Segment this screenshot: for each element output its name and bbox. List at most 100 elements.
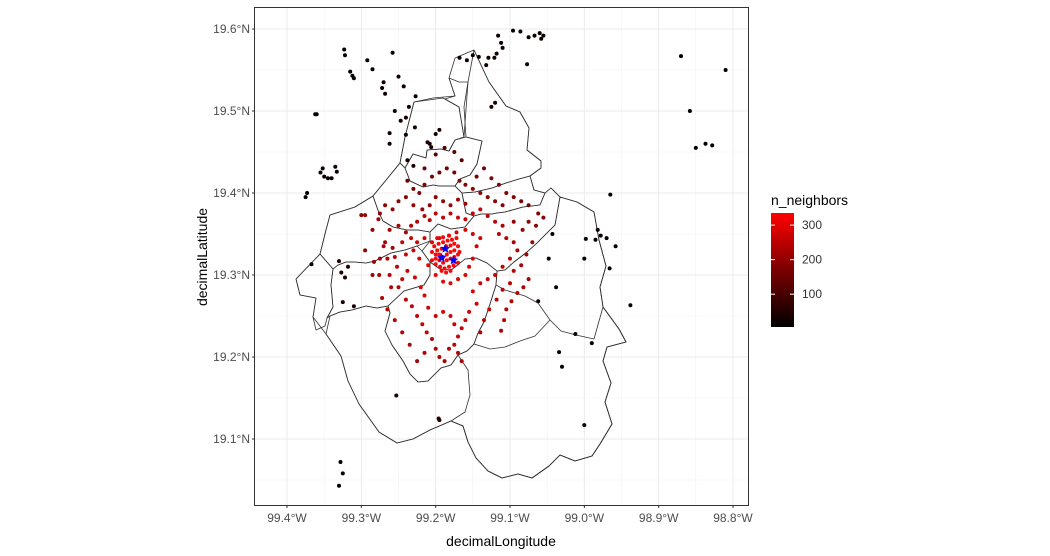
data-point <box>314 112 319 117</box>
y-tick-label: 19.1°N <box>213 432 250 446</box>
data-point <box>441 240 446 245</box>
data-point <box>406 104 411 109</box>
data-point <box>405 158 410 163</box>
data-point <box>448 211 453 216</box>
data-point <box>415 359 420 364</box>
data-point <box>486 55 491 60</box>
data-point <box>411 163 416 168</box>
data-point <box>608 192 613 197</box>
x-axis-ticks: 99.4°W 99.3°W 99.2°W 99.1°W 99.0°W 98.9°W 98.8… <box>267 505 753 525</box>
data-point <box>432 244 437 249</box>
data-point <box>508 281 512 286</box>
data-point <box>492 55 497 60</box>
y-tick-label: 19.5°N <box>213 104 250 118</box>
data-point <box>500 223 505 228</box>
data-point <box>504 191 509 195</box>
data-point <box>532 33 537 38</box>
data-point <box>448 250 453 254</box>
data-point <box>390 207 395 212</box>
data-point <box>459 158 464 163</box>
data-point <box>442 266 447 271</box>
data-point <box>494 51 499 56</box>
data-point <box>433 211 438 216</box>
data-point <box>463 217 468 222</box>
data-point <box>515 248 520 253</box>
y-axis-title: decimalLatitude <box>194 208 210 306</box>
data-point <box>337 259 341 264</box>
data-point <box>407 342 412 347</box>
data-point <box>478 207 483 212</box>
data-point <box>427 141 432 146</box>
data-point <box>489 176 494 181</box>
data-point <box>459 326 464 331</box>
data-point <box>493 219 498 224</box>
data-point <box>412 125 417 130</box>
data-point <box>383 240 388 245</box>
data-point <box>333 164 338 169</box>
data-point <box>723 68 728 72</box>
data-point <box>420 207 425 212</box>
data-point <box>435 248 440 253</box>
data-point <box>444 252 449 257</box>
data-point <box>387 131 392 136</box>
data-point <box>710 143 715 148</box>
data-point <box>370 273 375 277</box>
data-point <box>422 350 427 355</box>
data-point <box>470 232 475 236</box>
data-point <box>511 219 516 224</box>
data-point <box>447 233 451 238</box>
data-point <box>463 182 468 187</box>
data-point <box>433 195 438 200</box>
plot-panel <box>254 7 749 506</box>
data-point <box>377 211 382 216</box>
data-point <box>403 115 408 120</box>
data-point <box>499 328 504 333</box>
data-point <box>392 255 397 259</box>
data-point <box>422 182 427 187</box>
data-point <box>409 236 414 241</box>
data-point <box>478 191 483 195</box>
data-point <box>363 248 368 253</box>
data-point <box>476 54 481 59</box>
data-point <box>457 55 462 60</box>
data-point <box>395 264 399 269</box>
data-point <box>385 307 390 312</box>
data-point <box>487 307 492 312</box>
data-point <box>511 195 516 200</box>
data-point <box>309 262 314 267</box>
data-point <box>424 330 429 335</box>
data-point <box>400 240 405 245</box>
data-point <box>496 232 501 236</box>
data-point <box>444 258 449 263</box>
data-point <box>456 277 460 282</box>
data-point <box>444 166 449 171</box>
data-point <box>433 346 438 351</box>
data-point <box>607 266 612 271</box>
data-point <box>464 58 469 63</box>
data-point <box>485 214 490 218</box>
data-point <box>412 275 417 280</box>
data-point <box>430 258 434 263</box>
data-point <box>430 174 434 179</box>
data-point <box>502 318 507 323</box>
data-point <box>482 318 486 323</box>
data-point <box>537 31 542 36</box>
data-point <box>392 318 397 323</box>
district-boundary <box>295 253 334 331</box>
data-point <box>430 240 434 245</box>
data-point <box>433 252 438 257</box>
data-point <box>439 268 444 273</box>
grid-lines <box>255 8 748 505</box>
legend: n_neighbors 100 200 300 <box>771 192 848 327</box>
data-point <box>526 35 531 40</box>
data-point <box>454 230 459 235</box>
x-axis-title: decimalLongitude <box>446 533 556 549</box>
data-point <box>470 289 475 294</box>
data-point <box>381 80 386 85</box>
data-point <box>536 211 541 216</box>
data-point <box>511 28 515 33</box>
data-point <box>363 213 368 218</box>
data-point <box>413 94 418 99</box>
data-point <box>520 227 525 232</box>
data-point <box>437 170 442 175</box>
